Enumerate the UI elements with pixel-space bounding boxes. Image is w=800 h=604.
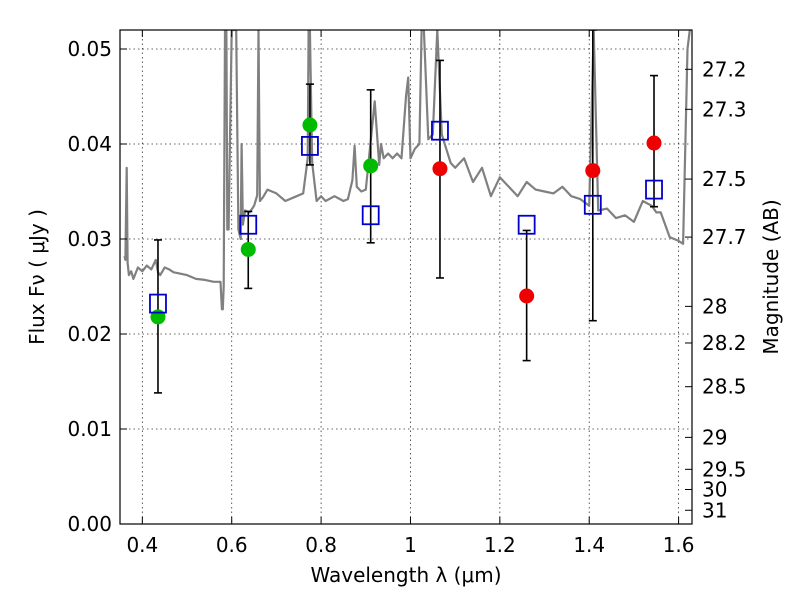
right-tick-label: 27.5 bbox=[702, 167, 747, 191]
right-tick-label: 31 bbox=[702, 498, 727, 522]
right-tick-label: 30 bbox=[702, 478, 727, 502]
data-point-circle bbox=[363, 158, 379, 174]
x-tick-label: 1.2 bbox=[484, 533, 516, 557]
x-axis-label: Wavelength λ (μm) bbox=[310, 563, 501, 587]
data-point-square bbox=[431, 120, 449, 141]
x-tick-label: 0.6 bbox=[216, 533, 248, 557]
data-point-square bbox=[517, 214, 536, 235]
right-tick-label: 27.7 bbox=[702, 225, 747, 249]
right-tick-label: 28.5 bbox=[702, 375, 747, 399]
right-tick-label: 27.2 bbox=[702, 57, 747, 81]
data-point-circle bbox=[519, 288, 535, 304]
spectrum-series bbox=[123, 30, 691, 311]
y-tick-label: 0.03 bbox=[67, 227, 112, 251]
y-axis-label-left: Flux Fν ( μJy ) bbox=[25, 209, 49, 345]
data-markers bbox=[149, 117, 663, 325]
right-tick-label: 28 bbox=[702, 294, 727, 318]
right-tick-label: 27.3 bbox=[702, 97, 747, 121]
y-tick-label: 0.02 bbox=[67, 322, 112, 346]
plot-frame bbox=[119, 29, 693, 525]
right-tick-label: 28.2 bbox=[702, 331, 747, 355]
x-tick-label: 1.4 bbox=[573, 533, 605, 557]
y-tick-label: 0.01 bbox=[67, 417, 112, 441]
x-tick-label: 0.4 bbox=[126, 533, 158, 557]
y-axis-label-right: Magnitude (AB) bbox=[759, 199, 783, 354]
data-point-circle bbox=[432, 161, 448, 177]
data-point-square bbox=[239, 214, 258, 235]
data-point-circle bbox=[585, 163, 601, 179]
right-tick-label: 29 bbox=[702, 425, 727, 449]
data-point-square bbox=[301, 135, 319, 156]
data-point-square bbox=[361, 205, 380, 226]
right-tick-label: 29.5 bbox=[702, 457, 747, 481]
data-point-circle bbox=[646, 135, 662, 151]
data-point-circle bbox=[240, 241, 256, 257]
data-point-circle bbox=[150, 309, 166, 325]
data-point-circle bbox=[302, 117, 318, 133]
y-tick-label: 0.05 bbox=[67, 37, 112, 61]
y-tick-label: 0.04 bbox=[67, 132, 112, 156]
axis-ticks bbox=[120, 30, 692, 525]
data-point-square bbox=[645, 179, 663, 200]
x-tick-label: 0.8 bbox=[305, 533, 337, 557]
data-point-square bbox=[149, 293, 167, 314]
axis-tick-labels: 0.4 0.6 0.8 1 1.2 1.4 1.6 0.00 0.01 0.02 0.03 0.04 0… bbox=[67, 37, 746, 557]
spectrum-line bbox=[123, 30, 691, 311]
y-tick-label: 0.00 bbox=[67, 512, 112, 536]
x-tick-label: 1 bbox=[404, 533, 417, 557]
x-tick-label: 1.6 bbox=[663, 533, 695, 557]
data-point-square bbox=[583, 194, 602, 215]
